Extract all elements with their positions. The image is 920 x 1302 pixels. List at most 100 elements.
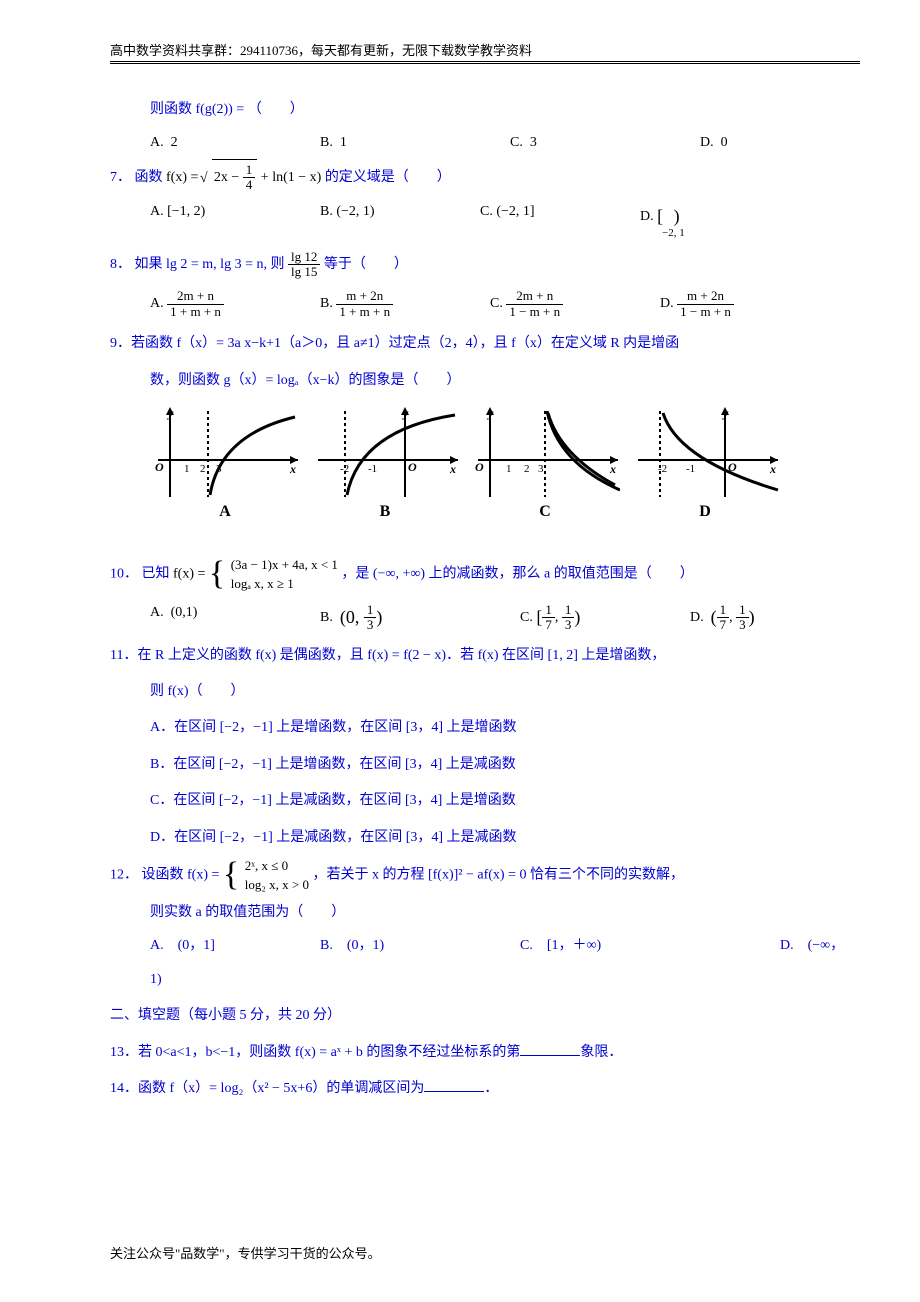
q6-stem: 则函数 f(g(2)) = （ ）	[110, 92, 860, 128]
svg-text:2: 2	[200, 463, 206, 475]
q9-graph-labels: A B C D	[150, 503, 860, 521]
q10-c-d1: 7	[542, 618, 555, 632]
q8-opt-b: B. m + 2n1 + m + n	[320, 289, 490, 320]
svg-text:x: x	[609, 462, 616, 476]
q10-stem-a: 已知	[142, 567, 170, 582]
svg-text:y: y	[166, 406, 174, 420]
q8-opt-a: A. 2m + n1 + m + n	[150, 289, 320, 320]
q8-label: 8．	[110, 257, 131, 272]
svg-text:x: x	[769, 462, 776, 476]
q10-d-r: )	[749, 607, 755, 627]
q8-c-den: 1 − m + n	[506, 305, 563, 319]
svg-text:1: 1	[506, 463, 512, 475]
q10-options: A. (0,1) B. (0, 13) C. [17, 13) D. (17, …	[110, 598, 860, 638]
q12-l2: 则实数 a 的取值范围为（ ）	[110, 895, 860, 931]
q6-options: A. 2 B. 1 C. 3 D. 0	[110, 128, 860, 159]
q9-label-a: A	[150, 503, 300, 521]
page-footer: 关注公众号"品数学"，专供学习干货的公众号。	[110, 1243, 381, 1262]
q12-row1: 2ˣ, x ≤ 0	[245, 858, 288, 873]
q9-l1: 9．若函数 f（x）= 3a x−k+1（a＞0，且 a≠1）过定点（2，4），…	[110, 326, 860, 362]
q14-blank	[424, 1077, 484, 1092]
q12-opt-d2: 1)	[110, 962, 860, 998]
svg-text:x: x	[449, 462, 456, 476]
q10-c-d2: 3	[562, 618, 575, 632]
q10-stem-b: ，是 (−∞, +∞) 上的减函数，那么 a 的取值范围是（ ）	[341, 567, 693, 582]
svg-text:O: O	[475, 460, 484, 474]
q8-frac-den: lg 15	[288, 265, 320, 279]
q14: 14．函数 f（x）= log₂（x² − 5x+6）的单调减区间为．	[110, 1071, 860, 1107]
q9-label-c: C	[470, 503, 620, 521]
q10-d-d2: 3	[736, 618, 749, 632]
q9-label-d: D	[630, 503, 780, 521]
q10-a-val: (0,1)	[171, 605, 198, 620]
q8-opt-d: D. m + 2n1 − m + n	[660, 289, 734, 320]
q6-opt-a: A. 2	[150, 128, 320, 159]
q9-graph-b: O y x -2-1	[310, 405, 460, 499]
q8-d-den: 1 − m + n	[677, 305, 734, 319]
q7-func: f(x) = 2x − 14 + ln(1 − x)	[166, 170, 325, 185]
q14-label: 14．	[110, 1081, 138, 1096]
svg-text:O: O	[155, 460, 164, 474]
svg-text:3: 3	[538, 463, 544, 475]
q8-options: A. 2m + n1 + m + n B. m + 2n1 + m + n C.…	[110, 289, 860, 320]
q12-options: A. (0，1] B. (0，1) C. [1，＋∞) D. (−∞，	[110, 931, 860, 962]
q11-l1: 11．在 R 上定义的函数 f(x) 是偶函数，且 f(x) = f(2 − x…	[110, 638, 860, 674]
q9-graph-c: O y x 123	[470, 405, 620, 499]
svg-text:O: O	[408, 460, 417, 474]
q10-opt-d: D. (17, 13)	[690, 598, 755, 638]
q6-c-val: 3	[530, 135, 537, 150]
q7-d-sub: −2, 1	[662, 227, 685, 239]
q10-b-den: 3	[364, 618, 377, 632]
q7-c-val: (−2, 1]	[496, 204, 534, 219]
q6-opt-c: C. 3	[510, 128, 700, 159]
q12-opt-b: B. (0，1)	[320, 931, 520, 962]
q10-c-mid: ,	[555, 610, 562, 625]
q12-stem-b: ，若关于 x 的方程 [f(x)]² − af(x) = 0 恰有三个不同的实数…	[312, 868, 684, 883]
q8-frac-num: lg 12	[288, 250, 320, 265]
q11-l1-text: 在 R 上定义的函数 f(x) 是偶函数，且 f(x) = f(2 − x)．若…	[137, 648, 665, 663]
q12-row2: log₂ x, x > 0	[245, 877, 309, 892]
q9-label: 9．	[110, 336, 131, 351]
q10-d-d1: 7	[717, 618, 730, 632]
q10-b-num: 1	[364, 603, 377, 618]
q8-a-den: 1 + m + n	[167, 305, 224, 319]
svg-text:x: x	[289, 462, 296, 476]
q11-a: A．在区间 [−2，−1] 上是增函数，在区间 [3，4] 上是增函数	[110, 710, 860, 746]
q7-opt-c: C. (−2, 1]	[480, 197, 640, 267]
q6-opt-b: B. 1	[320, 128, 510, 159]
q8-c-num: 2m + n	[506, 289, 563, 304]
q9-graphs: O y x 123 O y x -2-1 O y x	[150, 405, 860, 499]
q10-b-r: )	[376, 607, 382, 627]
q6-stem-text: 则函数 f(g(2)) = （ ）	[150, 102, 304, 117]
q6-b-val: 1	[340, 135, 347, 150]
q13-blank	[520, 1041, 580, 1056]
q14-a: 函数 f（x）= log₂（x² − 5x+6）的单调减区间为	[138, 1081, 424, 1096]
svg-text:y: y	[721, 406, 729, 420]
q6-a-val: 2	[171, 135, 178, 150]
q13-b: 象限．	[580, 1045, 622, 1060]
q10-opt-b: B. (0, 13)	[320, 598, 520, 638]
q7-a-val: [−1, 2)	[167, 204, 205, 219]
q11-l2: 则 f(x)（ ）	[110, 674, 860, 710]
q11-d: D．在区间 [−2，−1] 上是减函数，在区间 [3，4] 上是减函数	[110, 820, 860, 856]
q10-opt-a: A. (0,1)	[150, 598, 320, 638]
svg-text:-2: -2	[658, 463, 667, 475]
q8-b-num: m + 2n	[336, 289, 393, 304]
q7-stem-a: 函数	[135, 170, 167, 185]
svg-text:-1: -1	[686, 463, 695, 475]
q10-b-l: (0,	[340, 607, 364, 627]
page: 高中数学资料共享群：294110736，每天都有更新，无限下载数学教学资料 则函…	[0, 0, 920, 1302]
q10-d-n2: 1	[736, 603, 749, 618]
svg-text:-1: -1	[368, 463, 377, 475]
q8-d-num: m + 2n	[677, 289, 734, 304]
q12-piecewise: 2ˣ, x ≤ 0 log₂ x, x > 0	[245, 856, 309, 895]
q9-graph-a: O y x 123	[150, 405, 300, 499]
svg-text:1: 1	[184, 463, 190, 475]
q7-func-lhs: f(x) =	[166, 170, 202, 185]
q7-rad-a: 2x −	[214, 170, 243, 185]
q10-row2: logₐ x, x ≥ 1	[231, 576, 294, 591]
q12-opt-d: D. (−∞，	[780, 931, 844, 962]
q10-opt-c: C. [17, 13)	[520, 598, 690, 638]
q10-c-n2: 1	[562, 603, 575, 618]
q13: 13．若 0<a<1，b<−1，则函数 f(x) = aˣ + b 的图象不经过…	[110, 1035, 860, 1071]
